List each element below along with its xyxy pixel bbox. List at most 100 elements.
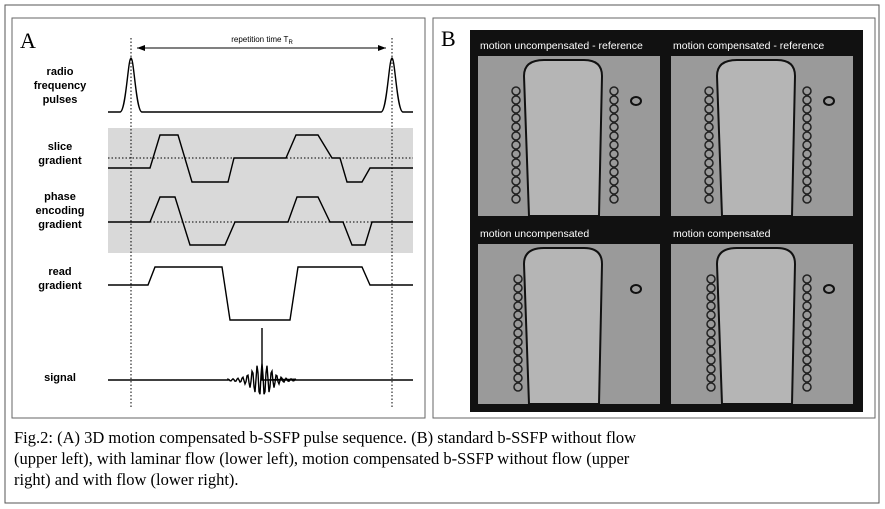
tube <box>706 328 716 338</box>
tube <box>704 185 714 195</box>
tube <box>704 140 714 150</box>
tube <box>511 122 521 132</box>
tube <box>704 158 714 168</box>
tube <box>706 292 716 302</box>
tube <box>802 328 812 338</box>
tube <box>513 337 523 347</box>
read-gradient <box>108 266 413 321</box>
image-label: motion uncompensated <box>480 228 589 240</box>
tube <box>802 140 812 150</box>
tube <box>513 274 523 284</box>
row-label: gradient <box>38 155 82 167</box>
tube <box>511 131 521 141</box>
tube <box>704 86 714 96</box>
tube <box>802 158 812 168</box>
row-label: gradient <box>38 219 82 231</box>
tube <box>802 274 812 284</box>
bottle <box>715 59 797 217</box>
tube <box>513 328 523 338</box>
image-label: motion uncompensated - reference <box>480 40 643 52</box>
tube <box>513 355 523 365</box>
tube <box>513 346 523 356</box>
tube <box>802 131 812 141</box>
tube <box>802 86 812 96</box>
tube <box>513 301 523 311</box>
tube <box>706 319 716 329</box>
tube <box>511 158 521 168</box>
tube <box>802 104 812 114</box>
tube <box>609 131 619 141</box>
tube <box>706 364 716 374</box>
tube <box>802 122 812 132</box>
tube <box>609 86 619 96</box>
row-label: pulses <box>43 94 78 106</box>
tube <box>802 310 812 320</box>
tube <box>802 185 812 195</box>
tube <box>511 113 521 123</box>
tube <box>802 373 812 383</box>
tube <box>511 149 521 159</box>
row-label: phase <box>44 191 76 203</box>
tube <box>704 104 714 114</box>
row-label: slice <box>48 141 72 153</box>
tube <box>511 140 521 150</box>
tube <box>513 283 523 293</box>
signal-wave <box>108 328 413 395</box>
tube <box>823 96 835 106</box>
tube <box>609 185 619 195</box>
tube <box>823 284 835 294</box>
tube <box>513 319 523 329</box>
tube <box>704 167 714 177</box>
tube <box>802 301 812 311</box>
tube <box>704 113 714 123</box>
tube <box>802 283 812 293</box>
caption-line: right) and with flow (lower right). <box>14 470 239 489</box>
tube <box>706 283 716 293</box>
tube <box>802 167 812 177</box>
tube <box>704 149 714 159</box>
tube <box>706 274 716 284</box>
gradient-band <box>108 128 413 253</box>
tube <box>704 131 714 141</box>
tube <box>704 194 714 204</box>
row-label: frequency <box>34 80 87 92</box>
tube <box>802 194 812 204</box>
tube <box>513 292 523 302</box>
tube <box>513 364 523 374</box>
rf-pulses <box>108 57 413 113</box>
tube <box>704 176 714 186</box>
tube <box>802 346 812 356</box>
tube <box>511 194 521 204</box>
bottle <box>522 59 604 217</box>
tube <box>511 167 521 177</box>
image-label: motion compensated <box>673 228 771 240</box>
tube <box>630 96 642 106</box>
tube <box>802 364 812 374</box>
tube <box>802 176 812 186</box>
tube <box>802 149 812 159</box>
tube <box>511 104 521 114</box>
tube <box>513 382 523 392</box>
tube <box>609 176 619 186</box>
row-label: encoding <box>36 205 85 217</box>
phase-gradient <box>108 196 413 246</box>
tube <box>802 355 812 365</box>
tr-label: repetition time TR <box>231 35 293 46</box>
tube <box>511 176 521 186</box>
tube <box>609 194 619 204</box>
tube <box>704 122 714 132</box>
tr-label-text: repetition time T <box>231 35 288 44</box>
tube <box>609 104 619 114</box>
tube <box>706 310 716 320</box>
tube <box>802 95 812 105</box>
caption-line: Fig.2: (A) 3D motion compensated b-SSFP … <box>14 428 636 447</box>
tube <box>511 86 521 96</box>
tube <box>706 382 716 392</box>
tube <box>802 319 812 329</box>
caption-line: (upper left), with laminar flow (lower l… <box>14 449 630 468</box>
tube <box>609 140 619 150</box>
tube <box>609 113 619 123</box>
tube <box>706 355 716 365</box>
bottle <box>715 247 797 405</box>
